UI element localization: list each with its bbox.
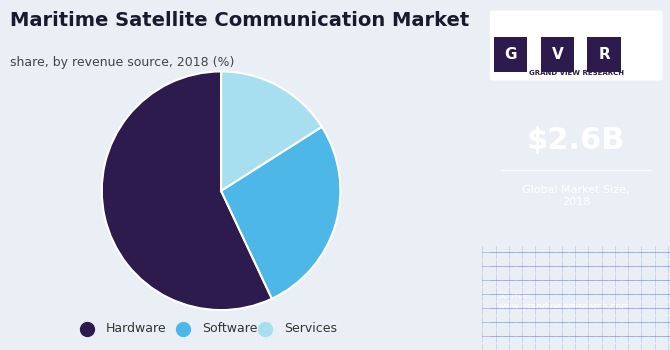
Point (647, 168, 655, 172)
Text: share, by revenue source, 2018 (%): share, by revenue source, 2018 (%) (9, 56, 234, 69)
Wedge shape (221, 127, 340, 299)
Text: Services: Services (285, 322, 338, 336)
Text: GRAND VIEW RESEARCH: GRAND VIEW RESEARCH (529, 70, 624, 76)
Text: Source:
www.grandviewresearch.com: Source: www.grandviewresearch.com (497, 291, 630, 311)
Text: $2.6B: $2.6B (527, 126, 625, 154)
FancyBboxPatch shape (541, 37, 574, 72)
Wedge shape (221, 71, 322, 191)
Text: R: R (598, 47, 610, 62)
Text: Maritime Satellite Communication Market: Maritime Satellite Communication Market (9, 10, 469, 29)
FancyBboxPatch shape (490, 10, 663, 80)
Point (497, 168, 505, 172)
Text: G: G (505, 47, 517, 62)
Text: Software: Software (202, 322, 258, 336)
FancyBboxPatch shape (588, 37, 621, 72)
Text: Hardware: Hardware (106, 322, 167, 336)
Text: Global Market Size,
2018: Global Market Size, 2018 (523, 185, 630, 207)
Wedge shape (102, 71, 272, 310)
Text: V: V (551, 47, 563, 62)
FancyBboxPatch shape (494, 37, 527, 72)
